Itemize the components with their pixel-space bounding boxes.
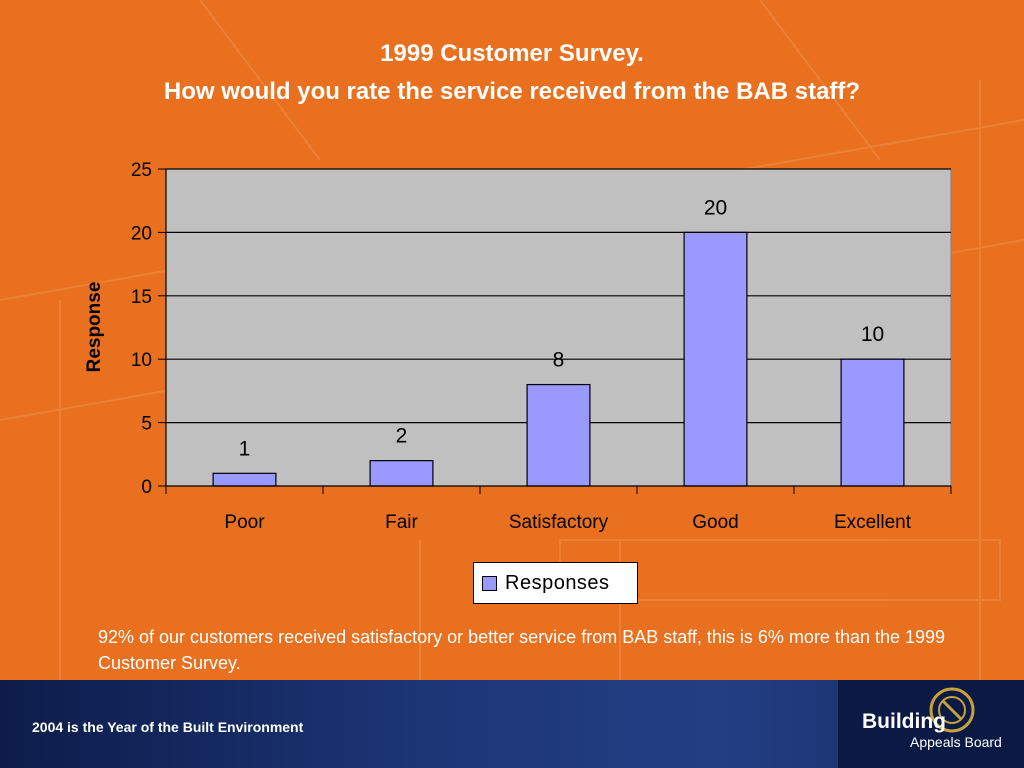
x-tick-label-fair: Fair [385,512,418,533]
y-axis-label: Response [84,282,105,373]
y-tick-label: 5 [141,414,152,435]
data-label-fair: 2 [396,425,408,448]
data-label-excellent: 10 [861,323,884,346]
bar-excellent [840,358,905,487]
bar-poor [212,472,277,487]
bar-fair [369,460,434,487]
y-tick-label: 20 [131,223,152,244]
logo-text-appeals-board: Appeals Board [910,734,1002,750]
y-tick-label: 15 [131,287,152,308]
x-tick-label-excellent: Excellent [834,512,912,533]
chart-title-line2: How would you rate the service received … [163,78,861,105]
x-tick-label-good: Good [692,512,738,533]
data-label-satisfactory: 8 [553,349,565,372]
x-tick-label-poor: Poor [224,512,265,533]
y-tick-label: 10 [131,350,152,371]
footer-text: 2004 is the Year of the Built Environmen… [32,719,304,735]
bar-chart: 0 5 10 15 20 25 1 Poor 2 Fair 8 Satisfactory 20 Good 1… [84,160,952,533]
legend-swatch [482,575,497,591]
bar-satisfactory [526,383,591,487]
chart-title-line1: 1999 Customer Survey. [380,40,644,67]
summary-note: 92% of our customers received satisfacto… [98,627,946,673]
bab-logo: Building Appeals Board [838,680,1024,768]
footer-bar: 2004 is the Year of the Built Environmen… [0,680,1024,768]
chart-legend: Responses [473,562,638,604]
data-label-good: 20 [704,196,727,219]
seal-icon [929,687,975,733]
x-tick-label-satisfactory: Satisfactory [509,512,609,533]
legend-label-responses: Responses [505,571,610,594]
y-tick-label: 0 [141,477,152,498]
y-tick-label: 25 [131,160,152,181]
logo-text-building: Building [862,710,946,733]
data-label-poor: 1 [239,437,251,460]
bar-good [683,231,748,487]
